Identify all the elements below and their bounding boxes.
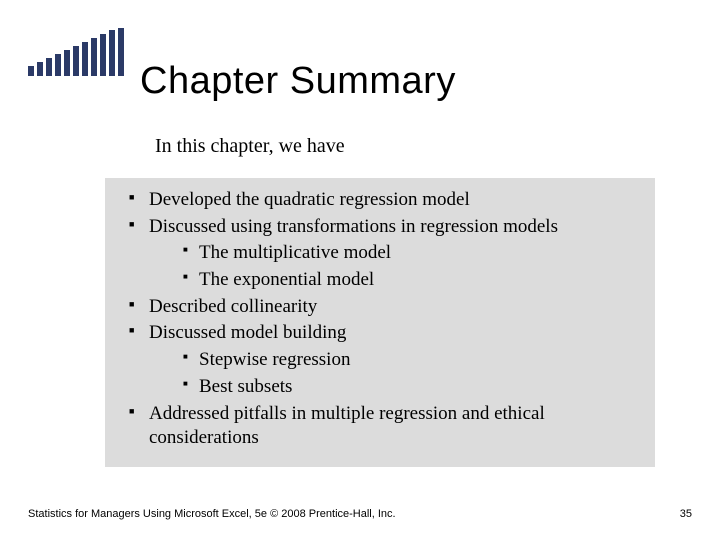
decor-bar <box>55 54 61 76</box>
sub-list-item: Best subsets <box>149 375 637 400</box>
decorative-bars <box>28 28 124 76</box>
sub-list: Stepwise regressionBest subsets <box>149 348 637 399</box>
intro-text: In this chapter, we have <box>155 135 345 158</box>
decor-bar <box>100 34 106 76</box>
page-number: 35 <box>680 508 692 520</box>
decor-bar <box>64 50 70 76</box>
sub-list-item: The exponential model <box>149 268 637 293</box>
decor-bar <box>46 58 52 76</box>
list-item: Described collinearity <box>123 295 637 320</box>
sub-list-item: Stepwise regression <box>149 348 637 373</box>
bullet-list: Developed the quadratic regression model… <box>123 188 637 451</box>
sub-list-item: The multiplicative model <box>149 241 637 266</box>
decor-bar <box>118 28 124 76</box>
list-item-text: Discussed using transformations in regre… <box>149 216 558 237</box>
decor-bar <box>91 38 97 76</box>
list-item: Developed the quadratic regression model <box>123 188 637 213</box>
decor-bar <box>28 66 34 76</box>
list-item-text: Described collinearity <box>149 296 317 317</box>
decor-bar <box>37 62 43 76</box>
sub-list: The multiplicative modelThe exponential … <box>149 241 637 292</box>
decor-bar <box>82 42 88 76</box>
decor-bar <box>73 46 79 76</box>
list-item-text: Addressed pitfalls in multiple regressio… <box>149 403 545 449</box>
list-item: Addressed pitfalls in multiple regressio… <box>123 402 637 451</box>
decor-bar <box>109 30 115 76</box>
list-item: Discussed model building Stepwise regress… <box>123 321 637 399</box>
slide-title: Chapter Summary <box>140 60 456 103</box>
list-item-text: Discussed model building <box>149 322 346 343</box>
list-item-text: Developed the quadratic regression model <box>149 189 470 210</box>
list-item: Discussed using transformations in regre… <box>123 215 637 293</box>
content-box: Developed the quadratic regression model… <box>105 178 655 467</box>
footer-credit: Statistics for Managers Using Microsoft … <box>28 508 396 520</box>
